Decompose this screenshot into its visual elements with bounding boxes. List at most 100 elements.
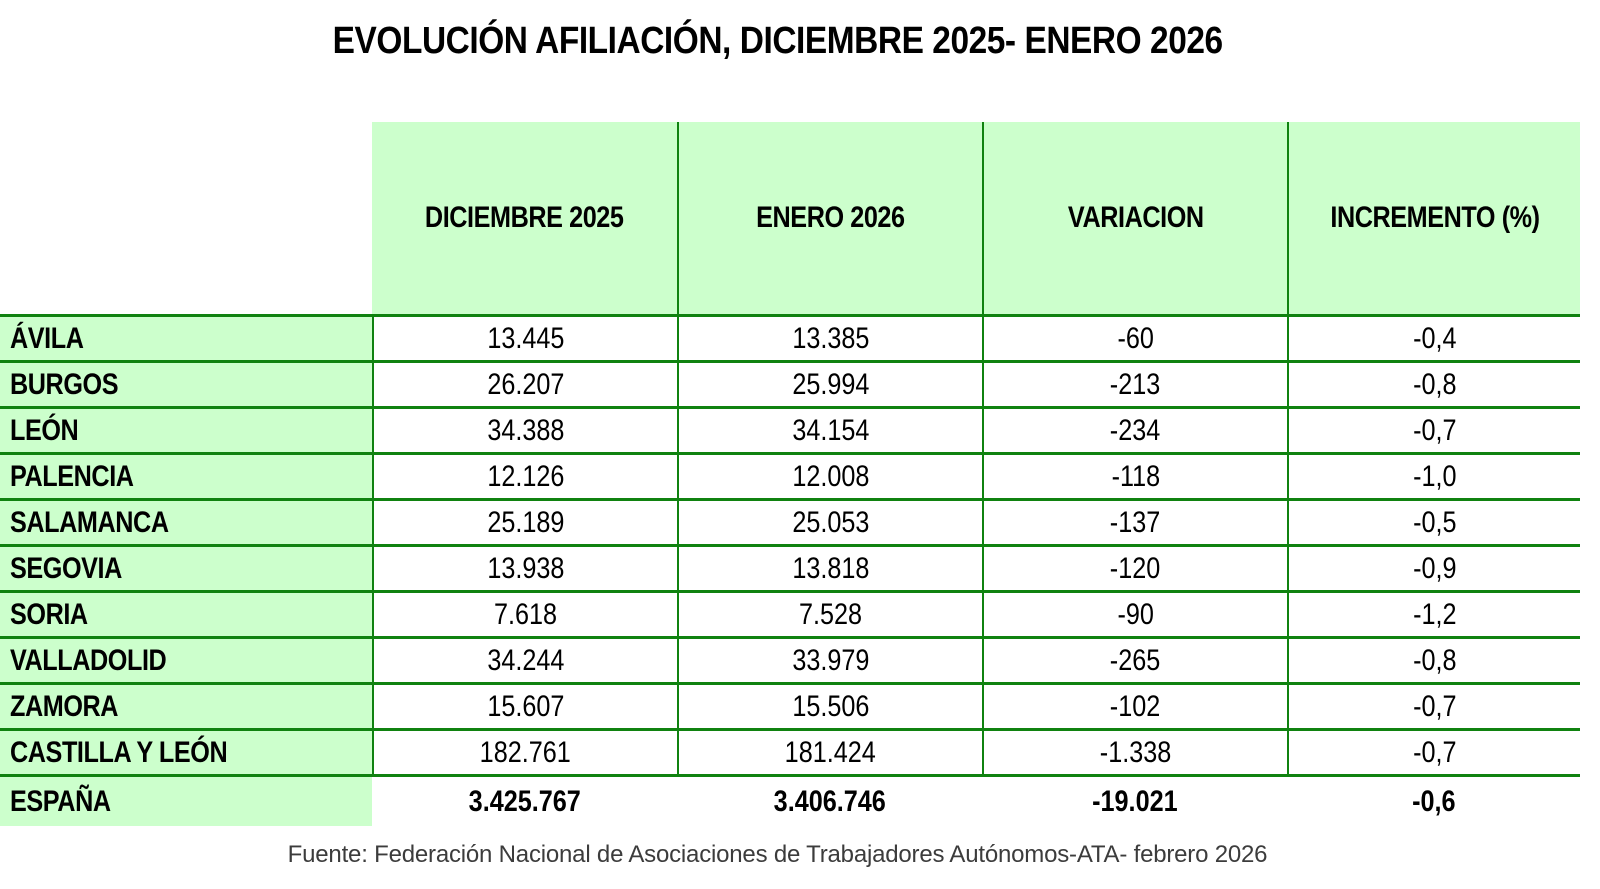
value-text: 34.388 — [486, 413, 565, 447]
value-cell: 181.424 — [677, 728, 982, 774]
value-text: -0,9 — [1412, 551, 1457, 585]
value-cell: 34.244 — [372, 636, 677, 682]
value-cell: -0,7 — [1287, 406, 1580, 452]
province-label-cell: LEÓN — [0, 406, 372, 452]
value-text: -0,8 — [1412, 643, 1457, 677]
afiliacion-table: DICIEMBRE 2025 ENERO 2026 VARIACION INCR… — [0, 122, 1580, 826]
province-label-cell: SORIA — [0, 590, 372, 636]
value-text: 25.994 — [791, 367, 870, 401]
value-text: 182.761 — [479, 735, 572, 769]
value-cell: 34.154 — [677, 406, 982, 452]
province-label-cell: PALENCIA — [0, 452, 372, 498]
value-text: -137 — [1110, 505, 1161, 539]
value-text: 13.385 — [791, 321, 870, 355]
value-text: 15.506 — [791, 689, 870, 723]
value-cell: 33.979 — [677, 636, 982, 682]
value-text: -265 — [1110, 643, 1161, 677]
value-text: 13.445 — [486, 321, 565, 355]
value-text: -120 — [1110, 551, 1161, 585]
value-text: -0,5 — [1412, 505, 1457, 539]
value-text: 7.528 — [798, 597, 863, 631]
value-cell: -0,8 — [1287, 360, 1580, 406]
value-cell: 25.189 — [372, 498, 677, 544]
column-header-label: DICIEMBRE 2025 — [425, 201, 624, 234]
total-value: -0,6 — [1411, 784, 1456, 818]
province-label-cell: ÁVILA — [0, 314, 372, 360]
column-header-variacion: VARIACION — [982, 122, 1287, 314]
value-cell: 12.008 — [677, 452, 982, 498]
value-cell: -1,0 — [1287, 452, 1580, 498]
province-label: CASTILLA Y LEÓN — [10, 735, 228, 769]
value-cell: -0,4 — [1287, 314, 1580, 360]
value-text: -0,7 — [1412, 735, 1457, 769]
value-cell: 13.938 — [372, 544, 677, 590]
value-text: 12.008 — [791, 459, 870, 493]
value-cell: 7.528 — [677, 590, 982, 636]
value-text: 13.938 — [486, 551, 565, 585]
value-cell: -118 — [982, 452, 1287, 498]
value-text: 25.053 — [791, 505, 870, 539]
total-value-cell: -0,6 — [1287, 774, 1580, 826]
page-title-text: EVOLUCIÓN AFILIACIÓN, DICIEMBRE 2025- EN… — [332, 20, 1223, 62]
province-label-cell: SALAMANCA — [0, 498, 372, 544]
province-label: SEGOVIA — [10, 551, 122, 585]
value-cell: 7.618 — [372, 590, 677, 636]
table-corner-cell — [0, 122, 372, 314]
value-text: -0,4 — [1412, 321, 1457, 355]
total-value: -19.021 — [1091, 784, 1178, 818]
value-cell: -0,5 — [1287, 498, 1580, 544]
value-text: -234 — [1110, 413, 1161, 447]
province-label-cell: SEGOVIA — [0, 544, 372, 590]
value-text: 25.189 — [486, 505, 565, 539]
total-label: ESPAÑA — [10, 784, 111, 818]
value-text: 15.607 — [486, 689, 565, 723]
column-header-label: INCREMENTO (%) — [1329, 201, 1540, 234]
value-cell: 12.126 — [372, 452, 677, 498]
province-label: ÁVILA — [10, 321, 84, 355]
value-text: 13.818 — [791, 551, 870, 585]
value-cell: 13.818 — [677, 544, 982, 590]
column-header-label: VARIACION — [1067, 201, 1204, 234]
total-value-cell: -19.021 — [982, 774, 1287, 826]
value-text: -90 — [1117, 597, 1154, 631]
column-header-label: ENERO 2026 — [756, 201, 905, 234]
column-header-incremento: INCREMENTO (%) — [1287, 122, 1580, 314]
value-cell: -1,2 — [1287, 590, 1580, 636]
value-text: 34.154 — [791, 413, 870, 447]
value-cell: -102 — [982, 682, 1287, 728]
value-text: -1,0 — [1412, 459, 1457, 493]
value-text: 181.424 — [784, 735, 877, 769]
province-label: SORIA — [10, 597, 88, 631]
value-cell: 13.445 — [372, 314, 677, 360]
value-cell: -265 — [982, 636, 1287, 682]
province-label: PALENCIA — [10, 459, 134, 493]
province-label: BURGOS — [10, 367, 119, 401]
value-text: -213 — [1110, 367, 1161, 401]
total-value: 3.425.767 — [468, 784, 581, 818]
province-label: VALLADOLID — [10, 643, 167, 677]
province-label-cell: CASTILLA Y LEÓN — [0, 728, 372, 774]
province-label-cell: VALLADOLID — [0, 636, 372, 682]
value-text: -0,7 — [1412, 413, 1457, 447]
value-text: -118 — [1111, 459, 1160, 493]
value-cell: 13.385 — [677, 314, 982, 360]
value-cell: -0,7 — [1287, 728, 1580, 774]
value-text: 7.618 — [493, 597, 558, 631]
value-text: 34.244 — [486, 643, 565, 677]
value-text: -0,8 — [1412, 367, 1457, 401]
page-title: EVOLUCIÓN AFILIACIÓN, DICIEMBRE 2025- EN… — [0, 20, 1555, 63]
value-cell: 34.388 — [372, 406, 677, 452]
value-cell: -213 — [982, 360, 1287, 406]
value-cell: 182.761 — [372, 728, 677, 774]
value-text: -1,2 — [1412, 597, 1457, 631]
total-value-cell: 3.406.746 — [677, 774, 982, 826]
value-text: 26.207 — [486, 367, 565, 401]
value-text: -0,7 — [1412, 689, 1457, 723]
province-label: SALAMANCA — [10, 505, 169, 539]
value-cell: -0,9 — [1287, 544, 1580, 590]
value-text: -1.338 — [1099, 735, 1172, 769]
total-label-cell: ESPAÑA — [0, 774, 372, 826]
value-cell: 26.207 — [372, 360, 677, 406]
value-cell: -60 — [982, 314, 1287, 360]
